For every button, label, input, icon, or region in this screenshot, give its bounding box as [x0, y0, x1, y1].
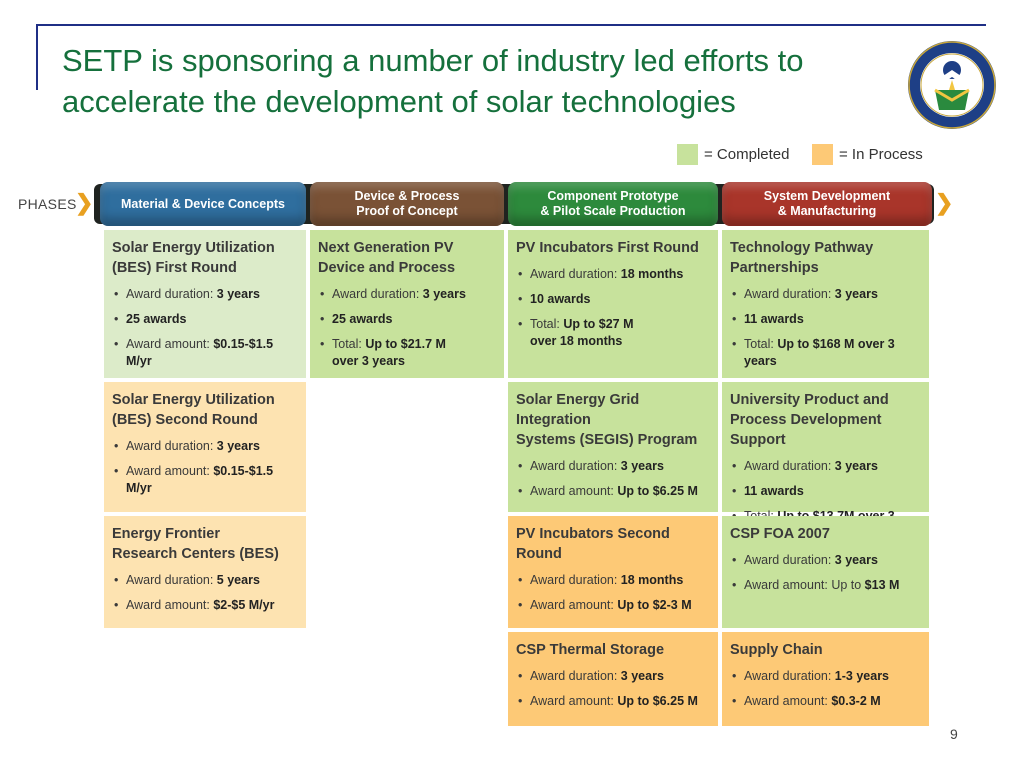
program-card-csp-foa-2007: CSP FOA 2007 Award duration: 3 years Awa… — [722, 516, 929, 628]
program-card-pv-incubators-second: PV Incubators Second Round Award duratio… — [508, 516, 718, 628]
program-card-pv-incubators-first: PV Incubators First Round Award duration… — [508, 230, 718, 378]
program-detail: Award amount: Up to $6.25 M — [516, 693, 710, 710]
program-detail: 10 awards — [516, 291, 710, 308]
program-detail: Award amount: $2-$5 M/yr — [112, 597, 298, 614]
legend-in-process-swatch — [812, 143, 833, 165]
program-detail: Award duration: 3 years — [730, 458, 921, 475]
program-title: Technology Pathway Partnerships — [730, 240, 874, 276]
program-title: Next Generation PV Device and Process — [318, 240, 456, 276]
program-detail: Award amount: Up to $2-3 M — [516, 597, 710, 614]
legend-in-process: = In Process — [812, 143, 923, 165]
program-card-energy-frontier: Energy Frontier Research Centers (BES) A… — [104, 516, 306, 628]
program-detail: Total: Up to $21.7 M over 3 years — [318, 336, 496, 370]
program-detail: Award duration: 3 years — [112, 438, 298, 455]
phases-label: PHASES — [18, 196, 77, 212]
phase-label: System Development & Manufacturing — [763, 189, 891, 218]
program-detail: Award duration: 1-3 years — [730, 668, 921, 685]
program-detail: Award amount: Up to $6.25 M — [516, 483, 710, 500]
program-card-bes-first-round: Solar Energy Utilization (BES) First Rou… — [104, 230, 306, 378]
program-card-csp-thermal-storage: CSP Thermal Storage Award duration: 3 ye… — [508, 632, 718, 726]
program-title: PV Incubators Second Round — [516, 526, 670, 562]
program-title: Energy Frontier Research Centers (BES) — [112, 526, 279, 562]
program-title: Solar Energy Utilization (BES) Second Ro… — [112, 392, 275, 428]
program-detail: Award amount: $0.15-$1.5 M/yr — [112, 463, 298, 497]
slide-title: SETP is sponsoring a number of industry … — [62, 43, 804, 119]
program-detail: Award amount: $0.15-$1.5 M/yr — [112, 336, 298, 370]
phase-system-development: System Development & Manufacturing — [722, 182, 932, 226]
program-detail: Total: Up to $168 M over 3 years — [730, 336, 921, 370]
doe-seal-logo — [908, 41, 996, 129]
phase-label: Device & Process Proof of Concept — [354, 189, 460, 218]
phases-arrow-left-icon: ❯ — [75, 190, 94, 215]
program-detail: 11 awards — [730, 483, 921, 500]
program-card-segis: Solar Energy Grid Integration Systems (S… — [508, 382, 718, 512]
program-detail: Award duration: 3 years — [516, 458, 710, 475]
legend-completed: = Completed — [677, 143, 789, 165]
program-detail: 25 awards — [112, 311, 298, 328]
program-card-technology-pathway: Technology Pathway Partnerships Award du… — [722, 230, 929, 378]
program-detail: Award duration: 18 months — [516, 266, 710, 283]
program-detail: Award duration: 3 years — [318, 286, 496, 303]
legend-in-process-label: = In Process — [839, 145, 923, 163]
program-title: Solar Energy Grid Integration Systems (S… — [516, 392, 698, 448]
program-detail: Total: Up to $27 M over 18 months — [516, 316, 710, 350]
legend-completed-swatch — [677, 143, 698, 165]
program-detail: Award duration: 3 years — [112, 286, 298, 303]
program-detail: Award duration: 3 years — [730, 286, 921, 303]
program-detail: Award duration: 3 years — [730, 552, 921, 569]
phase-label: Material & Device Concepts — [121, 196, 285, 211]
phases-arrow-right-icon: ❯ — [935, 190, 954, 215]
title-frame-top-rule — [38, 24, 986, 26]
program-card-next-gen-pv: Next Generation PV Device and Process Aw… — [310, 230, 504, 378]
page-number: 9 — [950, 726, 958, 742]
title-frame-left-rule — [36, 24, 38, 90]
phase-device-process-proof: Device & Process Proof of Concept — [310, 182, 504, 226]
program-card-bes-second-round: Solar Energy Utilization (BES) Second Ro… — [104, 382, 306, 512]
program-detail: Award duration: 3 years — [516, 668, 710, 685]
program-title: CSP FOA 2007 — [730, 526, 830, 542]
program-detail: Award amount: $0.3-2 M — [730, 693, 921, 710]
program-detail: 25 awards — [318, 311, 496, 328]
program-title: University Product and Process Developme… — [730, 392, 889, 448]
program-detail: Award duration: 18 months — [516, 572, 710, 589]
program-title: PV Incubators First Round — [516, 240, 699, 256]
program-detail: 11 awards — [730, 311, 921, 328]
program-detail: Award duration: 5 years — [112, 572, 298, 589]
phase-label: Component Prototype & Pilot Scale Produc… — [540, 189, 686, 218]
program-card-university-product: University Product and Process Developme… — [722, 382, 929, 540]
program-title: CSP Thermal Storage — [516, 642, 665, 658]
program-title: Solar Energy Utilization (BES) First Rou… — [112, 240, 275, 276]
phase-component-prototype: Component Prototype & Pilot Scale Produc… — [508, 182, 718, 226]
legend-completed-label: = Completed — [704, 145, 790, 163]
program-detail: Award amount: Up to $13 M — [730, 577, 921, 594]
phase-material-device-concepts: Material & Device Concepts — [100, 182, 306, 226]
program-title: Supply Chain — [730, 642, 823, 658]
program-card-supply-chain: Supply Chain Award duration: 1-3 years A… — [722, 632, 929, 726]
